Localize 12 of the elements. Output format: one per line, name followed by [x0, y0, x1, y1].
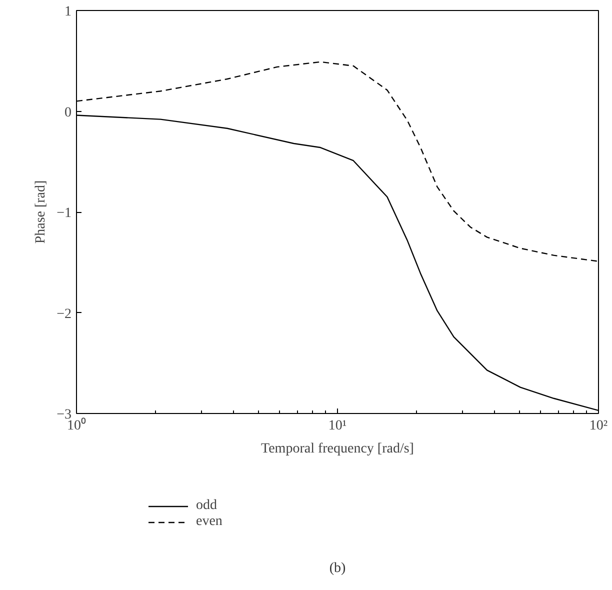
legend-label: even — [196, 514, 222, 530]
x-tick-label: 10² — [589, 418, 608, 434]
y-tick-label: 0 — [64, 105, 72, 120]
y-tick-label: −1 — [56, 206, 72, 221]
y-axis-title: Phase [rad] — [34, 180, 49, 244]
y-tick-label: 1 — [64, 4, 72, 20]
x-tick-label: 10¹ — [328, 418, 347, 434]
x-tick-label: 10⁰ — [67, 418, 86, 434]
y-tick-label: −2 — [56, 306, 72, 322]
text: (b) — [329, 561, 346, 576]
x-axis-title: Temporal frequency [rad/s] — [261, 442, 414, 456]
legend-label: odd — [196, 498, 217, 514]
